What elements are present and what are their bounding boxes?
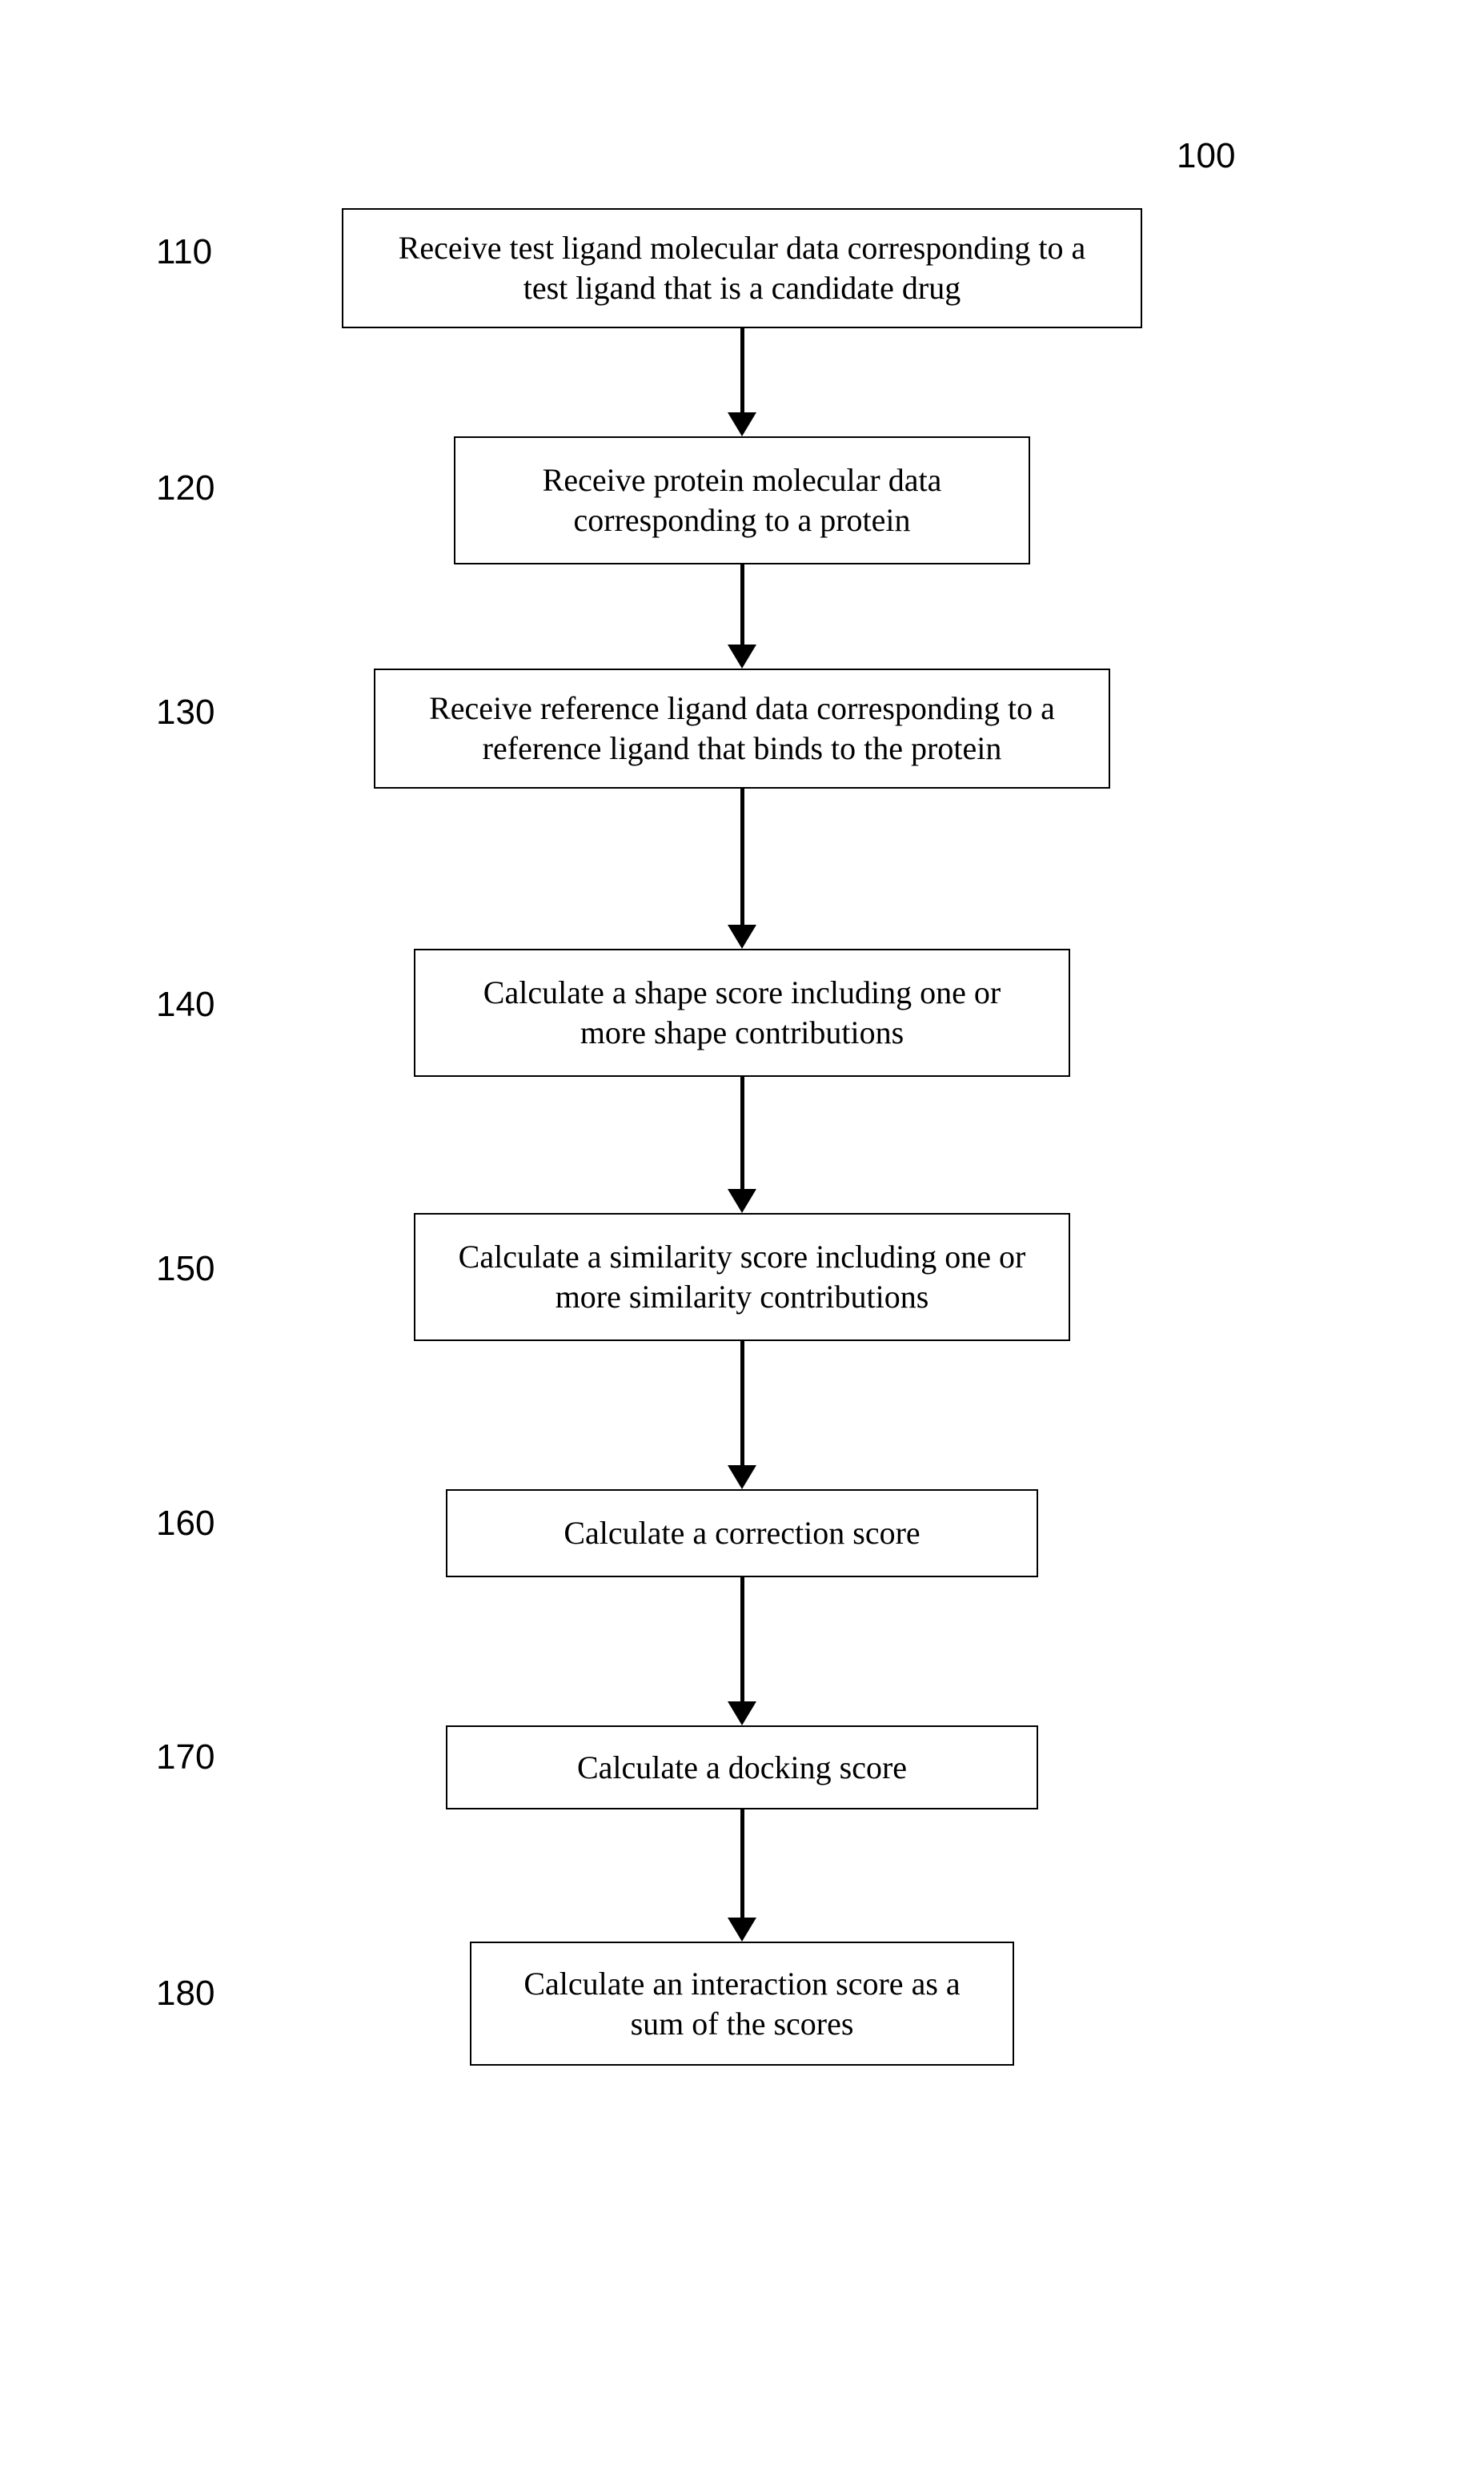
flowchart-node-text: Receive test ligand molecular data corre… (375, 228, 1109, 308)
flowchart-node-text: Calculate an interaction score as a sum … (503, 1964, 981, 2044)
arrow-shaft (740, 328, 744, 412)
arrow-shaft (740, 564, 744, 645)
arrow-head-icon (728, 925, 756, 949)
flowchart-node-text: Receive reference ligand data correspond… (399, 689, 1085, 769)
step-label-120: 120 (156, 468, 215, 508)
step-label-110: 110 (156, 232, 212, 272)
flowchart-node-110: Receive test ligand molecular data corre… (342, 208, 1142, 328)
arrow-shaft (740, 1341, 744, 1465)
step-label-150: 150 (156, 1249, 215, 1289)
step-label-170: 170 (156, 1737, 215, 1777)
arrow-head-icon (728, 1701, 756, 1725)
flowchart-arrow (728, 564, 756, 669)
flowchart-node-150: Calculate a similarity score including o… (414, 1213, 1070, 1341)
flowchart-arrow (728, 789, 756, 949)
flowchart-node-130: Receive reference ligand data correspond… (374, 669, 1110, 789)
flowchart-node-text: Receive protein molecular data correspon… (503, 460, 981, 540)
arrow-shaft (740, 789, 744, 925)
arrow-head-icon (728, 1465, 756, 1489)
step-label-130: 130 (156, 693, 215, 733)
flowchart-arrow (728, 328, 756, 436)
flowchart-arrow (728, 1577, 756, 1725)
arrow-shaft (740, 1809, 744, 1918)
diagram-ref-label: 100 (1177, 136, 1235, 176)
flowchart-node-160: Calculate a correction score (446, 1489, 1038, 1577)
flowchart-node-170: Calculate a docking score (446, 1725, 1038, 1809)
flowchart-node-120: Receive protein molecular data correspon… (454, 436, 1030, 564)
arrow-shaft (740, 1577, 744, 1701)
arrow-head-icon (728, 412, 756, 436)
step-label-160: 160 (156, 1504, 215, 1544)
flowchart-column: Receive test ligand molecular data corre… (342, 208, 1142, 2066)
arrow-shaft (740, 1077, 744, 1189)
flowchart-page: 100 Receive test ligand molecular data c… (0, 0, 1484, 2478)
flowchart-node-text: Calculate a correction score (564, 1513, 920, 1553)
flowchart-node-140: Calculate a shape score including one or… (414, 949, 1070, 1077)
arrow-head-icon (728, 1189, 756, 1213)
step-label-140: 140 (156, 985, 215, 1025)
flowchart-node-text: Calculate a shape score including one or… (455, 973, 1029, 1053)
flowchart-arrow (728, 1077, 756, 1213)
flowchart-node-text: Calculate a similarity score including o… (447, 1237, 1037, 1317)
arrow-head-icon (728, 1918, 756, 1942)
step-label-180: 180 (156, 1974, 215, 2014)
flowchart-arrow (728, 1809, 756, 1942)
arrow-head-icon (728, 645, 756, 669)
flowchart-node-180: Calculate an interaction score as a sum … (470, 1942, 1014, 2066)
flowchart-node-text: Calculate a docking score (577, 1748, 907, 1788)
flowchart-arrow (728, 1341, 756, 1489)
